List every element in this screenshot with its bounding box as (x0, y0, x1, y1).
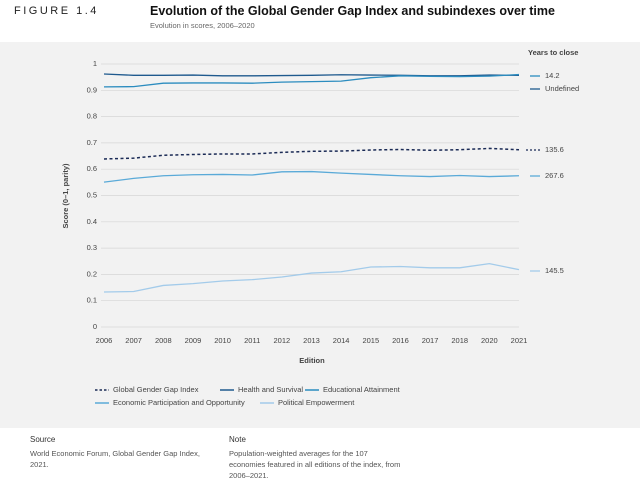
series-line (103, 147, 520, 160)
years-to-close: 267.6 (545, 171, 564, 180)
y-tick-label: 0.3 (87, 243, 97, 252)
series-line (103, 73, 520, 77)
x-tick-label: 2006 (96, 336, 113, 345)
y-tick-label: 0.5 (87, 190, 97, 199)
x-tick-label: 2020 (481, 336, 498, 345)
figure-label: FIGURE 1.4 (14, 5, 99, 17)
source-text: World Economic Forum, Global Gender Gap … (30, 449, 200, 469)
x-tick-label: 2021 (511, 336, 528, 345)
legend-label: Health and Survival (238, 385, 303, 394)
x-tick-label: 2014 (333, 336, 350, 345)
note-heading: Note (229, 435, 246, 444)
x-tick-label: 2018 (451, 336, 468, 345)
legend-label: Educational Attainment (323, 385, 401, 394)
right-header: Years to close (528, 48, 578, 57)
y-tick-label: 0.6 (87, 164, 97, 173)
years-to-close: 135.6 (545, 145, 564, 154)
y-tick-label: 0.7 (87, 138, 97, 147)
chart-panel (0, 42, 640, 428)
x-tick-label: 2016 (392, 336, 409, 345)
x-tick-label: 2010 (214, 336, 231, 345)
x-tick-label: 2015 (362, 336, 379, 345)
x-tick-label: 2007 (125, 336, 142, 345)
series-line (103, 73, 520, 88)
x-tick-label: 2013 (303, 336, 320, 345)
legend-label: Political Empowerment (278, 398, 355, 407)
x-tick-label: 2011 (244, 336, 260, 345)
x-tick-label: 2009 (185, 336, 202, 345)
y-tick-label: 0.1 (87, 296, 97, 305)
x-axis-label: Edition (299, 356, 325, 365)
y-tick-label: 0.9 (87, 85, 97, 94)
series-line (103, 262, 520, 293)
x-tick-label: 2012 (274, 336, 291, 345)
note-text: Population-weighted averages for the 107… (229, 449, 401, 480)
legend-label: Economic Participation and Opportunity (113, 398, 245, 407)
x-tick-label: 2017 (422, 336, 439, 345)
years-to-close: Undefined (545, 84, 579, 93)
years-to-close: 14.2 (545, 71, 560, 80)
y-tick-label: 1 (93, 59, 97, 68)
source-heading: Source (30, 435, 56, 444)
x-tick-label: 2008 (155, 336, 172, 345)
series-line (103, 170, 520, 183)
y-tick-label: 0 (93, 322, 97, 331)
y-tick-label: 0.4 (87, 217, 97, 226)
y-axis-label: Score (0–1, parity) (61, 163, 70, 229)
legend-label: Global Gender Gap Index (113, 385, 199, 394)
y-tick-label: 0.2 (87, 269, 97, 278)
chart-subtitle: Evolution in scores, 2006–2020 (150, 21, 255, 30)
chart-title: Evolution of the Global Gender Gap Index… (150, 4, 555, 18)
y-tick-label: 0.8 (87, 112, 97, 121)
years-to-close: 145.5 (545, 266, 564, 275)
